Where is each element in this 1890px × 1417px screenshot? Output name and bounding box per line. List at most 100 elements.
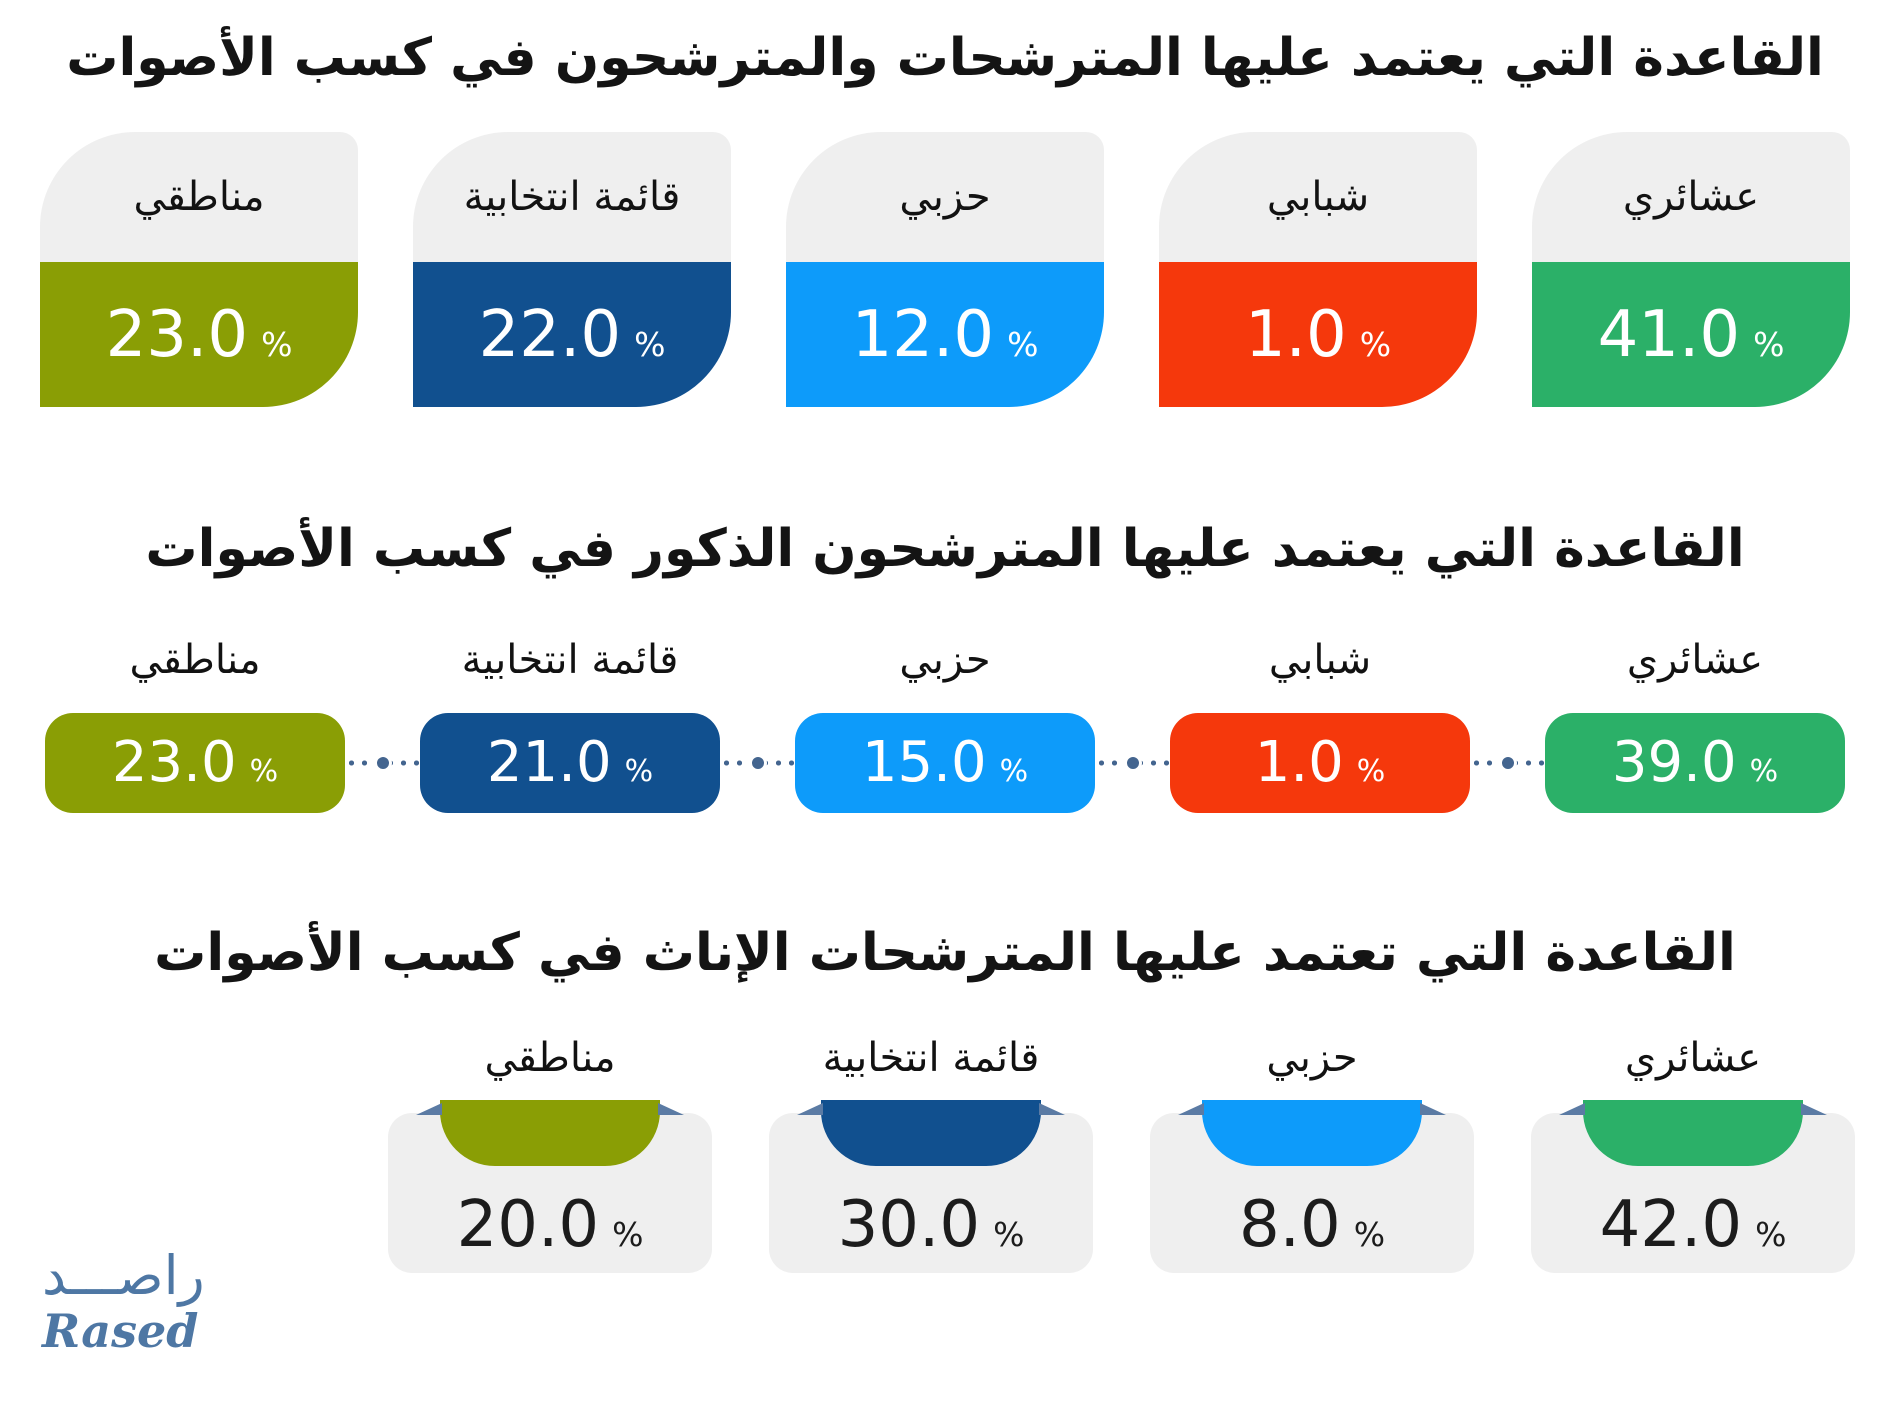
category-label: مناطقي	[133, 174, 265, 220]
bullseye-icon	[1126, 757, 1139, 769]
percent-sign: %	[999, 754, 1029, 789]
percent-sign: %	[1359, 324, 1392, 364]
category-card-header: شبابي	[1159, 132, 1477, 262]
section3-cards-row: عشائري 42.0% حزبي 8.0% قائمة انتخابية 30…	[0, 1019, 1890, 1273]
category-card-header: عشائري	[1532, 132, 1850, 262]
category-value: 23.0%	[111, 730, 279, 795]
category-card-value-area: 1.0%	[1159, 262, 1477, 407]
percent-sign: %	[249, 754, 279, 789]
category-label: مناطقي	[484, 1035, 616, 1081]
pill-item-2: حزبي 15.0%	[720, 613, 1095, 813]
dotted-connector	[345, 753, 420, 773]
percent-sign: %	[1356, 754, 1386, 789]
category-label: عشائري	[1626, 637, 1764, 683]
bowl-item-3: مناطقي 20.0%	[388, 1019, 712, 1273]
category-label: حزبي	[899, 637, 991, 683]
category-card-4: مناطقي 23.0%	[40, 132, 358, 407]
percent-sign: %	[993, 1215, 1025, 1254]
category-label: شبابي	[1266, 174, 1370, 220]
category-label: عشائري	[1622, 174, 1760, 220]
ribbon-fold-left	[1559, 1103, 1585, 1115]
category-card: 8.0%	[1150, 1100, 1474, 1273]
ribbon-fold-left	[416, 1103, 442, 1115]
category-card-value-area: 12.0%	[786, 262, 1104, 407]
category-card-value-area: 41.0%	[1532, 262, 1850, 407]
ribbon-fold-right	[1039, 1103, 1065, 1115]
category-value: 21.0%	[486, 730, 654, 795]
category-value: 41.0%	[1597, 297, 1785, 372]
category-value: 22.0%	[478, 297, 666, 372]
bullseye-icon	[376, 757, 389, 769]
category-label: قائمة انتخابية	[461, 637, 679, 683]
category-card: 42.0%	[1531, 1100, 1855, 1273]
dotted-connector	[1095, 753, 1170, 773]
percent-sign: %	[1755, 1215, 1787, 1254]
category-card: 20.0%	[388, 1100, 712, 1273]
category-value: 20.0%	[456, 1188, 644, 1262]
percent-sign: %	[612, 1215, 644, 1254]
category-card: 30.0%	[769, 1100, 1093, 1273]
category-value: 1.0%	[1244, 297, 1392, 372]
pill-item-0: عشائري 39.0%	[1470, 613, 1845, 813]
category-value: 15.0%	[861, 730, 1029, 795]
category-pill: 23.0%	[45, 713, 345, 813]
category-value: 30.0%	[837, 1188, 1025, 1262]
category-label: عشائري	[1624, 1035, 1762, 1081]
ribbon-bowl	[1559, 1100, 1827, 1166]
percent-sign: %	[634, 324, 666, 364]
section3-title: القاعدة التي تعتمد عليها المترشحات الإنا…	[154, 923, 1736, 983]
percent-sign: %	[261, 324, 293, 364]
category-pill: 15.0%	[795, 713, 1095, 813]
category-value: 23.0%	[105, 297, 293, 372]
ribbon-fold-left	[797, 1103, 823, 1115]
category-value: 1.0%	[1254, 730, 1386, 795]
category-label: حزبي	[899, 174, 991, 220]
percent-sign: %	[1753, 324, 1785, 364]
category-value: 42.0%	[1599, 1188, 1787, 1262]
ribbon-bowl	[1178, 1100, 1446, 1166]
rased-logo-arabic: راصـــد	[42, 1244, 205, 1307]
category-card-1: شبابي 1.0%	[1159, 132, 1477, 407]
pill-item-3: قائمة انتخابية 21.0%	[345, 613, 720, 813]
pill-item-4: مناطقي 23.0%	[45, 613, 345, 813]
category-card-2: حزبي 12.0%	[786, 132, 1104, 407]
dotted-connector	[1470, 753, 1545, 773]
bullseye-icon	[1501, 757, 1514, 769]
percent-sign: %	[1353, 1215, 1386, 1254]
ribbon-fold-right	[1801, 1103, 1827, 1115]
pill-item-1: شبابي 1.0%	[1095, 613, 1470, 813]
bowl-item-1: حزبي 8.0%	[1150, 1019, 1474, 1273]
percent-sign: %	[1749, 754, 1779, 789]
category-label: شبابي	[1268, 637, 1372, 683]
category-pill: 39.0%	[1545, 713, 1845, 813]
category-pill: 1.0%	[1170, 713, 1470, 813]
category-card-3: قائمة انتخابية 22.0%	[413, 132, 731, 407]
category-card-value-area: 23.0%	[40, 262, 358, 407]
bullseye-icon	[751, 757, 764, 769]
rased-logo-latin: Rased	[42, 1304, 199, 1359]
percent-sign: %	[1007, 324, 1039, 364]
percent-sign: %	[624, 754, 654, 789]
bowl-item-0: عشائري 42.0%	[1531, 1019, 1855, 1273]
category-card-header: مناطقي	[40, 132, 358, 262]
category-value: 39.0%	[1611, 730, 1779, 795]
category-card-header: حزبي	[786, 132, 1104, 262]
category-card-0: عشائري 41.0%	[1532, 132, 1850, 407]
ribbon-fold-right	[658, 1103, 684, 1115]
ribbon-fold-left	[1178, 1103, 1204, 1115]
category-value: 12.0%	[851, 297, 1039, 372]
category-pill: 21.0%	[420, 713, 720, 813]
ribbon-fold-right	[1420, 1103, 1446, 1115]
section1-cards-row: عشائري 41.0% شبابي 1.0% حزبي 12.0% قائمة…	[0, 132, 1890, 407]
category-card-header: قائمة انتخابية	[413, 132, 731, 262]
category-label: حزبي	[1266, 1035, 1358, 1081]
category-value: 8.0%	[1238, 1188, 1386, 1262]
section2-title: القاعدة التي يعتمد عليها المترشحون الذكو…	[145, 519, 1745, 579]
category-card-value-area: 22.0%	[413, 262, 731, 407]
category-label: قائمة انتخابية	[463, 174, 681, 220]
rased-logo: راصـــد Rased	[42, 1246, 205, 1358]
category-label: مناطقي	[129, 637, 261, 683]
bowl-item-2: قائمة انتخابية 30.0%	[769, 1019, 1093, 1273]
section2-pills-row: عشائري 39.0% شبابي 1.0% حزبي 15.0% قائمة…	[0, 613, 1890, 813]
